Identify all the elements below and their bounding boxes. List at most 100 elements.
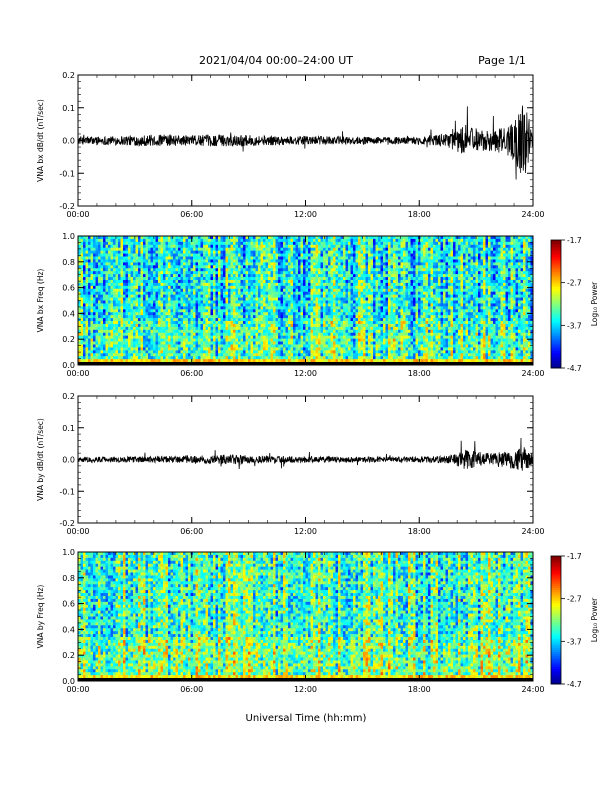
spectrogram-cell: [105, 294, 109, 298]
spectrogram-cell: [160, 335, 164, 340]
spectrogram-cell: [318, 356, 321, 360]
spectrogram-cell: [113, 285, 116, 290]
spectrogram-cell: [265, 326, 269, 331]
spectrogram-cell: [123, 244, 126, 249]
spectrogram-cell: [80, 238, 84, 243]
spectrogram-cell: [278, 288, 281, 293]
spectrogram-cell: [163, 288, 166, 293]
spectrogram-cell: [328, 353, 331, 357]
spectrogram-cell: [265, 338, 269, 342]
x-tick-label: 00:00: [66, 210, 89, 219]
spectrogram-cell: [273, 279, 276, 284]
spectrogram-cell: [198, 350, 201, 354]
spectrogram-cell: [175, 315, 179, 319]
spectrogram-cell: [350, 259, 354, 263]
spectrogram-cell: [208, 338, 211, 342]
spectrogram-cell: [115, 359, 119, 363]
spectrogram-cell: [270, 350, 274, 354]
spectrogram-cell: [305, 312, 309, 316]
spectrogram-cell: [353, 244, 356, 249]
spectrogram-cell: [240, 250, 244, 254]
spectrogram-cell: [298, 279, 301, 284]
spectrogram-cell: [90, 326, 94, 331]
spectrogram-cell: [333, 291, 336, 296]
spectrogram-cell: [155, 321, 159, 325]
spectrogram-cell: [340, 312, 344, 316]
spectrogram-cell: [213, 288, 216, 293]
spectrogram-cell: [303, 250, 306, 254]
spectrogram-cell: [165, 338, 169, 342]
spectrogram-cell: [250, 236, 254, 240]
spectrogram-cell: [310, 285, 314, 290]
spectrogram-cell: [345, 321, 349, 325]
spectrogram-cell: [313, 250, 316, 254]
spectrogram-cell: [143, 294, 146, 298]
spectrogram-cell: [348, 268, 351, 272]
spectrogram-cell: [290, 315, 294, 319]
spectrogram-cell: [120, 282, 124, 287]
spectrogram-cell: [308, 309, 311, 313]
spectrogram-cell: [163, 265, 166, 269]
spectrogram-cell: [85, 241, 89, 246]
spectrogram-cell: [160, 294, 164, 298]
spectrogram-cell: [258, 241, 261, 246]
spectrogram-cell: [130, 318, 134, 322]
spectrogram-cell: [320, 338, 324, 342]
spectrogram-cell: [105, 315, 109, 319]
spectrogram-cell: [165, 356, 169, 360]
spectrogram-cell: [125, 291, 129, 296]
spectrogram-cell: [253, 309, 256, 313]
spectrogram-cell: [243, 247, 246, 252]
spectrogram-cell: [265, 279, 269, 284]
spectrogram-cell: [120, 338, 124, 342]
spectrogram-cell: [288, 250, 291, 254]
spectrogram-cell: [350, 247, 354, 252]
spectrogram-cell: [80, 262, 84, 266]
spectrogram-cell: [280, 329, 284, 334]
spectrogram-cell: [118, 323, 121, 328]
spectrogram-cell: [205, 288, 209, 293]
spectrogram-cell: [93, 241, 96, 246]
spectrogram-cell: [340, 344, 344, 348]
spectrogram-cell: [288, 300, 291, 304]
spectrogram-cell: [160, 344, 164, 348]
spectrogram-cell: [118, 347, 121, 351]
spectrogram-cell: [103, 300, 106, 304]
spectrogram-cell: [263, 268, 266, 272]
spectrogram-cell: [180, 279, 184, 284]
spectrogram-cell: [335, 341, 339, 345]
spectrogram-cell: [258, 236, 261, 240]
spectrogram-cell: [308, 279, 311, 284]
spectrogram-cell: [105, 247, 109, 252]
spectrogram-cell: [295, 303, 299, 307]
series-line: [77, 105, 534, 180]
spectrogram-cell: [90, 288, 94, 293]
spectrogram-cell: [170, 353, 174, 357]
spectrogram-cell: [110, 265, 114, 269]
spectrogram-cell: [120, 241, 124, 246]
spectrogram-cell: [108, 294, 111, 298]
spectrogram-cell: [273, 356, 276, 360]
spectrogram-cell: [325, 347, 329, 351]
spectrogram-cell: [110, 288, 114, 293]
spectrogram-cell: [130, 285, 134, 290]
spectrogram-cell: [333, 256, 336, 260]
spectrogram-cell: [335, 321, 339, 325]
spectrogram-cell: [205, 321, 209, 325]
spectrogram-cell: [168, 277, 171, 281]
spectrogram-cell: [183, 238, 186, 243]
spectrogram-cell: [250, 259, 254, 263]
spectrogram-cell: [130, 329, 134, 334]
spectrogram-cell: [85, 312, 89, 316]
spectrogram-cell: [163, 309, 166, 313]
spectrogram-cell: [120, 279, 124, 284]
spectrogram-cell: [125, 323, 129, 328]
spectrogram-cell: [175, 323, 179, 328]
spectrogram-cell: [253, 341, 256, 345]
spectrogram-cell: [318, 297, 321, 301]
spectrogram-cell: [300, 256, 304, 260]
spectrogram-cell: [133, 268, 136, 272]
spectrogram-cell: [285, 350, 289, 354]
spectrogram-cell: [323, 344, 326, 348]
spectrogram-cell: [103, 277, 106, 281]
